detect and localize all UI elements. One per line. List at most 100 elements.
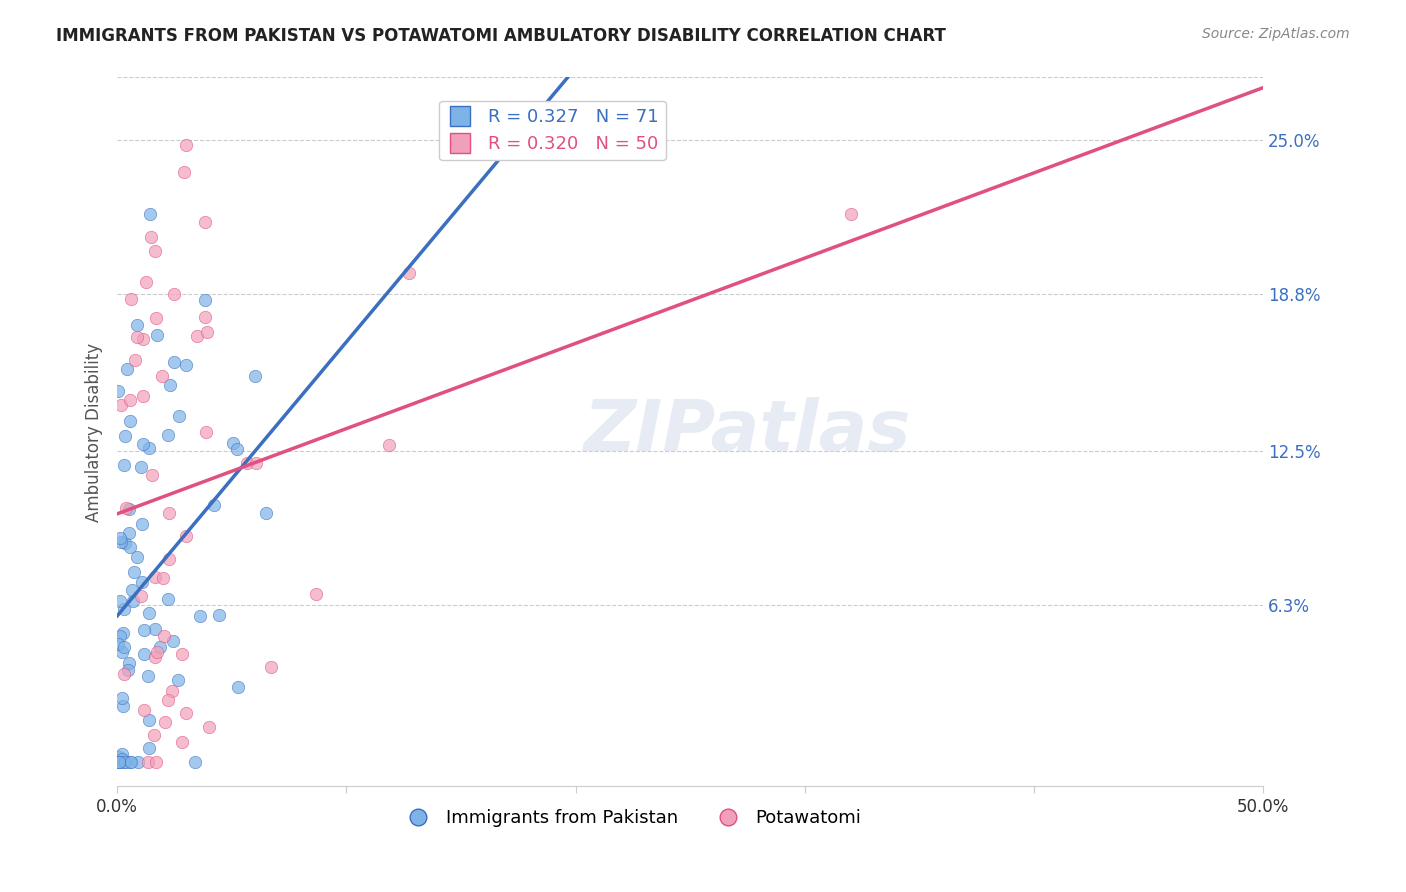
Point <box>143 622 166 636</box>
Point <box>124 353 146 368</box>
Point <box>143 728 166 742</box>
Point <box>129 590 152 604</box>
Point <box>163 355 186 369</box>
Point <box>159 377 181 392</box>
Point <box>194 214 217 228</box>
Point <box>127 550 149 565</box>
Point <box>112 458 135 472</box>
Point <box>120 393 142 408</box>
Point <box>111 699 134 714</box>
Point <box>121 583 143 598</box>
Point <box>120 755 142 769</box>
Point <box>136 755 159 769</box>
Point <box>107 637 129 651</box>
Point <box>304 587 326 601</box>
Point <box>150 369 173 384</box>
Point <box>111 752 134 766</box>
Point <box>236 456 259 470</box>
Point <box>153 715 176 730</box>
Point <box>138 713 160 727</box>
Point <box>120 293 142 307</box>
Point <box>110 398 132 412</box>
Point <box>114 500 136 515</box>
Point <box>194 425 217 439</box>
Point <box>145 311 167 326</box>
Point <box>122 594 145 608</box>
Point <box>107 755 129 769</box>
Point <box>398 266 420 280</box>
Point <box>162 684 184 698</box>
Point <box>183 755 205 769</box>
Point <box>172 647 194 661</box>
Point <box>138 740 160 755</box>
Point <box>122 565 145 579</box>
Point <box>108 629 131 643</box>
Point <box>194 293 217 308</box>
Point <box>112 602 135 616</box>
Point <box>146 645 169 659</box>
Point <box>127 755 149 769</box>
Point <box>117 663 139 677</box>
Point <box>226 442 249 456</box>
Point <box>129 460 152 475</box>
Point <box>152 571 174 585</box>
Point <box>111 645 134 659</box>
Point <box>202 498 225 512</box>
Point <box>167 409 190 424</box>
Point <box>114 535 136 549</box>
Point <box>111 691 134 706</box>
Point <box>108 755 131 769</box>
Point <box>110 535 132 549</box>
Point <box>222 436 245 450</box>
Point <box>145 755 167 769</box>
Point <box>174 137 197 152</box>
Point <box>194 310 217 325</box>
Point <box>148 640 170 655</box>
Point <box>176 358 198 372</box>
Point <box>136 669 159 683</box>
Point <box>157 506 180 520</box>
Point <box>172 734 194 748</box>
Point <box>132 623 155 637</box>
Point <box>112 755 135 769</box>
Point <box>125 318 148 332</box>
Point <box>243 369 266 384</box>
Point <box>162 634 184 648</box>
Point <box>143 650 166 665</box>
Point <box>131 574 153 589</box>
Point <box>173 164 195 178</box>
Point <box>108 532 131 546</box>
Point <box>188 609 211 624</box>
Point <box>260 660 283 674</box>
Point <box>378 438 401 452</box>
Point <box>131 516 153 531</box>
Point <box>114 429 136 443</box>
Point <box>166 673 188 688</box>
Point <box>198 720 221 734</box>
Point <box>117 362 139 376</box>
Point <box>138 207 160 221</box>
Point <box>157 552 180 566</box>
Point <box>174 529 197 543</box>
Text: IMMIGRANTS FROM PAKISTAN VS POTAWATOMI AMBULATORY DISABILITY CORRELATION CHART: IMMIGRANTS FROM PAKISTAN VS POTAWATOMI A… <box>56 27 946 45</box>
Point <box>132 703 155 717</box>
Point <box>112 666 135 681</box>
Point <box>226 680 249 694</box>
Point <box>134 647 156 661</box>
Point <box>118 414 141 428</box>
Point <box>118 540 141 554</box>
Point <box>146 327 169 342</box>
Point <box>145 570 167 584</box>
Point <box>254 506 277 520</box>
Point <box>132 333 155 347</box>
Point <box>135 275 157 289</box>
Point <box>107 384 129 399</box>
Point <box>118 755 141 769</box>
Point <box>112 640 135 654</box>
Point <box>176 706 198 720</box>
Point <box>156 693 179 707</box>
Point <box>132 389 155 403</box>
Point <box>138 606 160 620</box>
Point <box>195 325 218 339</box>
Point <box>163 286 186 301</box>
